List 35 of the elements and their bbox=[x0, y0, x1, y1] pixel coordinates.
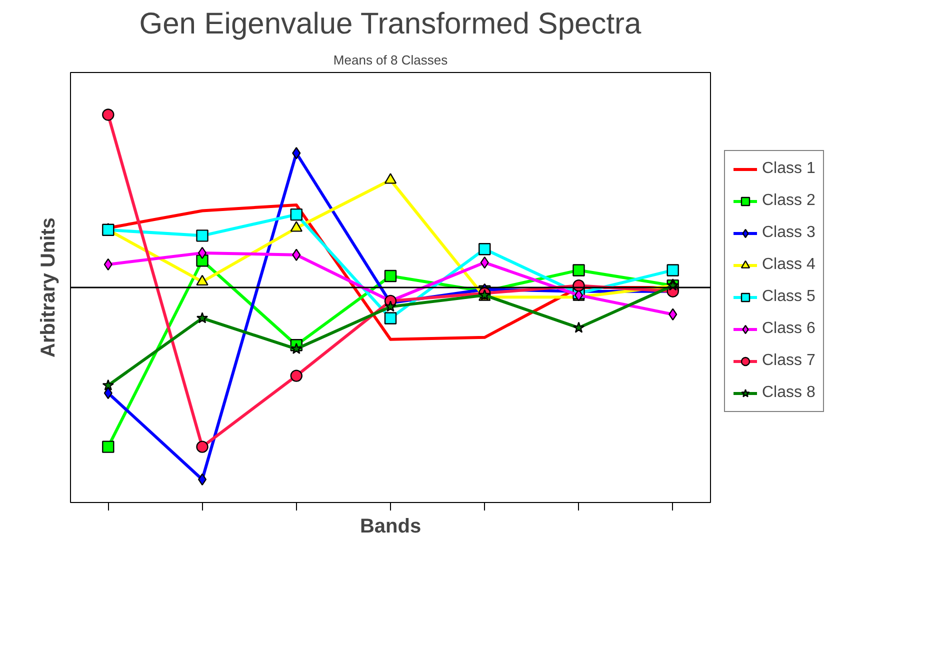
point bbox=[102, 440, 114, 453]
point bbox=[196, 312, 208, 324]
point bbox=[290, 221, 302, 232]
legend-label: Class 6 bbox=[762, 320, 816, 338]
point bbox=[102, 224, 114, 236]
point bbox=[102, 379, 114, 390]
point bbox=[384, 300, 396, 312]
legend-label: Class 1 bbox=[762, 160, 816, 178]
point bbox=[572, 322, 585, 333]
legend-label: Class 3 bbox=[762, 224, 816, 242]
legend-label: Class 4 bbox=[762, 256, 816, 274]
point bbox=[290, 370, 302, 382]
point bbox=[102, 108, 114, 121]
point bbox=[384, 270, 397, 282]
x-axis-title: Bands bbox=[360, 516, 422, 538]
point bbox=[290, 342, 302, 354]
point bbox=[196, 440, 208, 453]
y-axis-title: Arbitrary Units bbox=[38, 217, 60, 358]
legend-label: Class 5 bbox=[762, 288, 816, 306]
point bbox=[384, 312, 397, 324]
point bbox=[572, 264, 585, 276]
point bbox=[196, 274, 208, 286]
legend-label: Class 8 bbox=[762, 384, 816, 402]
point bbox=[666, 264, 679, 276]
legend-label: Class 7 bbox=[762, 352, 816, 370]
chart-title: Gen Eigenvalue Transformed Spectra bbox=[139, 8, 642, 40]
point bbox=[292, 147, 301, 160]
legend-label: Class 2 bbox=[762, 192, 816, 210]
point bbox=[384, 173, 397, 184]
point bbox=[290, 208, 302, 221]
point bbox=[196, 230, 208, 242]
point bbox=[478, 243, 491, 256]
point bbox=[292, 248, 301, 261]
chart-subtitle: Means of 8 Classes bbox=[333, 52, 448, 68]
point bbox=[668, 308, 678, 320]
